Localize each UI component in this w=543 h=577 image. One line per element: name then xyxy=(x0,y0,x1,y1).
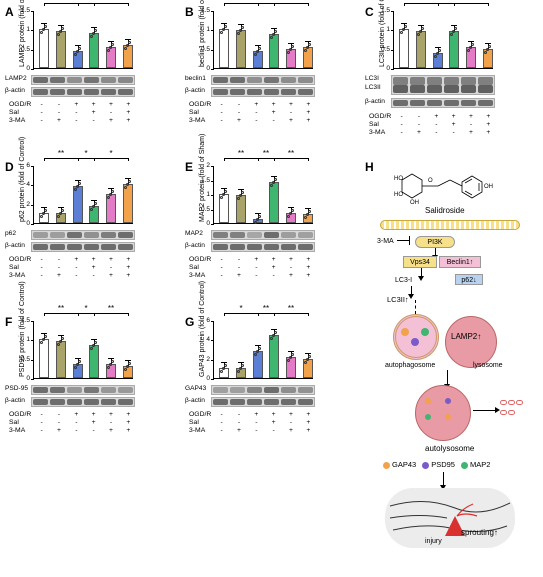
treatment-label: 3-MA xyxy=(369,129,393,137)
panel-B: Bbeclin1 protein (fold of Control)00.511… xyxy=(185,5,355,155)
treatment-block-A: OGD/R--++++Sal---+-+3-MA-+--++ xyxy=(9,101,137,125)
panel-G: GGAP43 protein (fold of Control)0246****… xyxy=(185,315,355,465)
panel-C: CLC3II protein (fold of Control)00.511.5… xyxy=(365,5,535,155)
svg-text:OH: OH xyxy=(484,184,493,190)
chart-D: 0246**** xyxy=(33,166,133,224)
chart-B: 00.511.5**** xyxy=(213,11,313,69)
lamp2-label: LAMP2↑ xyxy=(451,332,481,341)
bar-F-1 xyxy=(56,341,66,378)
panel-H: H HO HO OH O OH Salidroside 3-MA PI3K Vps34Beclin… xyxy=(365,160,535,570)
bar-B-3 xyxy=(269,34,279,68)
treatment-label: 3-MA xyxy=(189,427,213,435)
autolysosome xyxy=(415,385,471,441)
sprouting-label: sprouting↑ xyxy=(461,528,498,537)
bar-E-3 xyxy=(269,182,279,223)
svg-text:HO: HO xyxy=(394,192,403,198)
lc3i-label: LC3-I xyxy=(395,277,412,284)
chart-F: 00.511.5***** xyxy=(33,321,133,379)
bar-B-1 xyxy=(236,30,246,68)
panel-E: EMAP2 protein (fold of Sham)00.511.52***… xyxy=(185,160,355,310)
chart-E: 00.511.52****** xyxy=(213,166,313,224)
bar-G-3 xyxy=(269,335,279,379)
pi3k-box: PI3K xyxy=(415,236,455,248)
3ma-label: 3-MA xyxy=(377,238,394,245)
treatment-block-G: OGD/R--++++Sal---+-+3-MA-+--++ xyxy=(189,411,317,435)
treatment-block-D: OGD/R--++++Sal---+-+3-MA-+--++ xyxy=(9,256,137,280)
treatment-label: 3-MA xyxy=(189,117,213,125)
treatment-label: Sal xyxy=(189,264,213,272)
treatment-block-E: OGD/R--++++Sal---+-+3-MA-+--++ xyxy=(189,256,317,280)
lysosome xyxy=(445,316,497,368)
treatment-label: OGD/R xyxy=(9,101,33,109)
treatment-label: OGD/R xyxy=(189,256,213,264)
bar-A-3 xyxy=(89,33,99,68)
treatment-label: OGD/R xyxy=(189,101,213,109)
panel-letter-H: H xyxy=(365,160,374,174)
blot-block-C: LC3ILC3IIβ-actin xyxy=(391,75,495,110)
autophagosome xyxy=(393,314,439,360)
autolysosome-label: autolysosome xyxy=(425,444,474,453)
treatment-label: OGD/R xyxy=(9,256,33,264)
blot-block-D: p62β-actin xyxy=(31,230,135,254)
salidroside-structure: HO HO OH O OH xyxy=(390,170,510,206)
membrane xyxy=(380,220,520,230)
chart-C: 00.511.5***** xyxy=(393,11,493,69)
treatment-label: OGD/R xyxy=(189,411,213,419)
treatment-block-F: OGD/R--++++Sal---+-+3-MA-+--++ xyxy=(9,411,137,435)
bar-F-0 xyxy=(39,339,49,378)
bar-F-3 xyxy=(89,345,99,378)
blot-block-E: MAP2β-actin xyxy=(211,230,315,254)
chart-G: 0246***** xyxy=(213,321,313,379)
blot-block-B: beclin1β-actin xyxy=(211,75,315,99)
blot-block-F: PSD-95β-actin xyxy=(31,385,135,409)
treatment-label: Sal xyxy=(189,419,213,427)
svg-text:HO: HO xyxy=(394,176,403,182)
injury-label: injury xyxy=(425,538,442,545)
salidroside-label: Salidroside xyxy=(425,206,465,215)
treatment-label: Sal xyxy=(9,109,33,117)
chart-A: 00.511.5**** xyxy=(33,11,133,69)
svg-text:OH: OH xyxy=(410,200,419,206)
treatment-label: 3-MA xyxy=(189,272,213,280)
treatment-label: OGD/R xyxy=(9,411,33,419)
panel-A: ALAMP2 protein (fold of Control)00.511.5… xyxy=(5,5,175,155)
treatment-label: Sal xyxy=(189,109,213,117)
panel-F: FPSD95 protein (fold of Control)00.511.5… xyxy=(5,315,175,465)
autophagosome-label: autophagosome xyxy=(385,362,435,369)
treatment-block-C: OGD/R--++++Sal---+-+3-MA-+--++ xyxy=(369,113,497,137)
treatment-label: OGD/R xyxy=(369,113,393,121)
bar-A-1 xyxy=(56,31,66,68)
svg-text:O: O xyxy=(428,178,433,184)
treatment-label: Sal xyxy=(369,121,393,129)
treatment-label: 3-MA xyxy=(9,427,33,435)
bar-D-5 xyxy=(123,184,133,223)
bar-A-0 xyxy=(39,29,49,68)
legend-H: GAP43PSD95MAP2 xyxy=(383,460,496,469)
lysosome-label: lysosome xyxy=(473,362,503,369)
ylabel-D: p62 protein (fold of Control) xyxy=(19,137,26,222)
blot-block-A: LAMP2β-actin xyxy=(31,75,135,99)
bar-D-2 xyxy=(73,186,83,223)
bar-B-0 xyxy=(219,29,229,68)
treatment-label: 3-MA xyxy=(9,272,33,280)
bar-C-0 xyxy=(399,29,409,68)
blot-block-G: GAP43β-actin xyxy=(211,385,315,409)
beclin1-box: Beclin1↑ xyxy=(439,256,481,268)
treatment-label: 3-MA xyxy=(9,117,33,125)
vps34-box: Vps34 xyxy=(403,256,437,268)
treatment-block-B: OGD/R--++++Sal---+-+3-MA-+--++ xyxy=(189,101,317,125)
lc3ii-label: LC3II↑ xyxy=(387,295,409,304)
panel-D: Dp62 protein (fold of Control)0246****p6… xyxy=(5,160,175,310)
treatment-label: Sal xyxy=(9,419,33,427)
p62-box: p62↓ xyxy=(455,274,483,285)
treatment-label: Sal xyxy=(9,264,33,272)
bar-C-3 xyxy=(449,31,459,68)
bar-C-1 xyxy=(416,31,426,69)
